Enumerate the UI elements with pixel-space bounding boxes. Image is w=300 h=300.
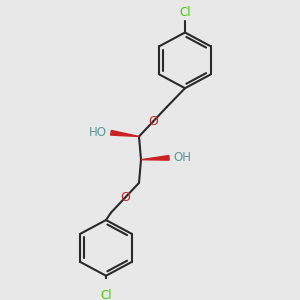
Polygon shape: [111, 130, 139, 136]
Text: O: O: [148, 115, 158, 128]
Text: HO: HO: [89, 126, 107, 139]
Text: OH: OH: [173, 151, 191, 164]
Text: Cl: Cl: [100, 289, 112, 300]
Text: O: O: [120, 191, 130, 204]
Polygon shape: [141, 155, 169, 160]
Text: Cl: Cl: [179, 7, 191, 20]
